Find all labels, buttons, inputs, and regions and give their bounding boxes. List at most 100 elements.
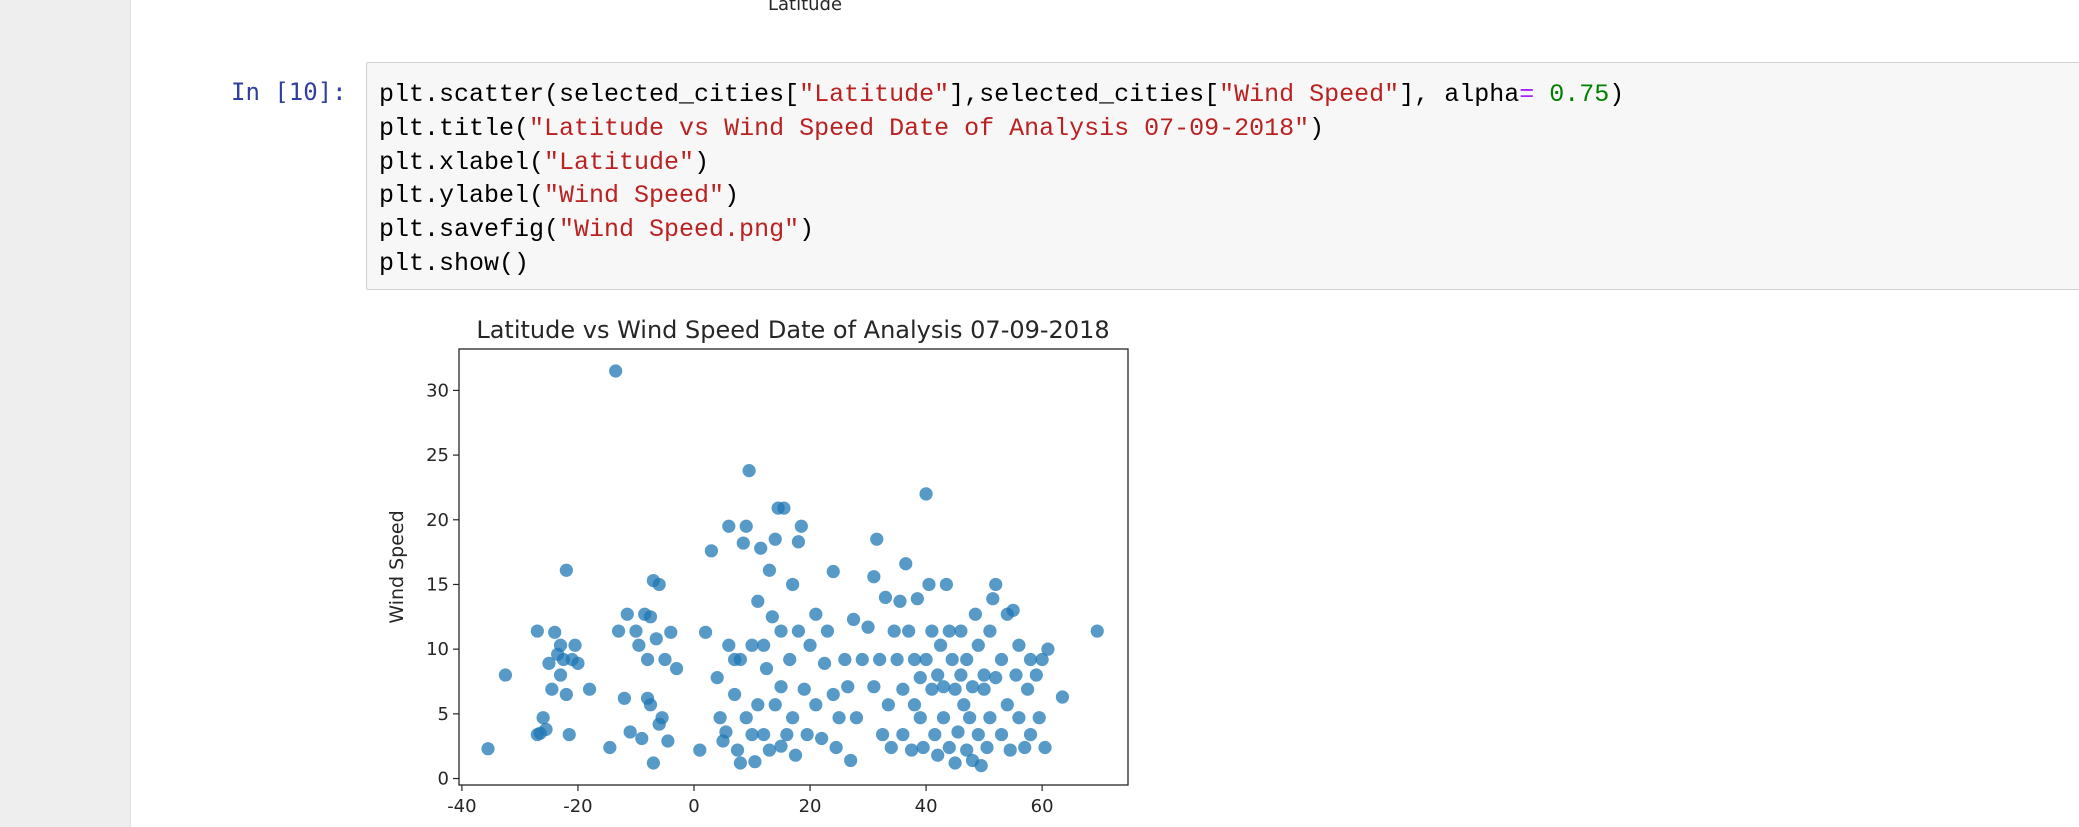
point [646,756,660,770]
point [1012,711,1026,725]
point [768,532,782,546]
point [765,610,779,624]
point [936,680,951,694]
point [873,652,887,667]
point [786,711,800,725]
point [960,743,974,757]
point [751,698,765,712]
point [884,740,898,755]
point [1055,690,1070,704]
point [994,652,1009,667]
point [791,535,806,549]
point [632,638,646,652]
code-line: plt.title("Latitude vs Wind Speed Date o… [379,112,2079,146]
point [989,671,1003,685]
point [736,536,750,550]
point [481,742,495,756]
code-token: "Wind Speed.png" [559,215,800,245]
point [913,671,927,685]
code-token: plt.xlabel( [379,147,545,177]
point [907,698,922,712]
code-token: ) [724,181,740,211]
point [783,652,797,667]
point [994,727,1009,742]
point [791,624,806,638]
y-tick-label: 15 [426,574,449,595]
point [904,743,919,757]
point [629,624,643,638]
point [635,731,649,746]
point [916,740,930,755]
point [774,680,788,694]
plot-frame [458,348,1129,786]
code-token: ) [1609,80,1625,109]
point [849,711,864,725]
point [693,743,707,757]
y-tick-label: 0 [438,769,449,790]
point [1032,711,1046,725]
x-tick-label: 0 [688,796,699,817]
point [794,519,808,533]
point [661,734,675,748]
point [643,610,658,624]
point [751,594,765,608]
code-token: plt.savefig( [379,215,560,245]
point [722,519,736,533]
point [826,687,840,702]
point [867,570,881,584]
point [669,661,684,676]
point [846,612,861,626]
point [841,680,855,694]
point [530,624,544,638]
point [933,638,948,652]
point [652,577,666,592]
side-margin [0,0,131,827]
code-token: 0.75 [1534,80,1610,109]
point [774,739,788,753]
point [797,682,811,696]
y-tick-label: 10 [426,639,449,660]
point [986,592,1000,606]
point [974,758,988,773]
point [745,638,759,652]
point [559,563,573,577]
point [1023,727,1038,742]
point [1035,652,1049,667]
point [829,740,843,755]
point [1021,682,1035,696]
point [559,687,573,702]
point [1023,652,1038,667]
point [620,607,634,621]
code-token: ) [1309,113,1325,143]
point [1090,624,1104,638]
point [925,682,939,696]
point [960,652,974,667]
point [980,740,994,755]
y-tick-label: 5 [438,704,449,725]
point [800,727,814,742]
y-axis-label: Wind Speed [386,510,408,623]
point [939,577,953,592]
point [617,691,631,705]
point [989,577,1003,592]
point [855,652,869,667]
point [571,656,585,670]
point [919,487,933,501]
code-token: plt.show() [379,248,530,278]
point [548,625,562,639]
point [838,652,852,667]
code-line: plt.scatter(selected_cities["Latitude"],… [379,78,2079,112]
code-token: "Latitude vs Wind Speed Date of Analysis… [529,113,1310,143]
point [719,725,733,739]
point [965,680,980,694]
point [754,541,768,555]
point [928,727,942,742]
code-token: "Wind Speed" [544,181,725,211]
code-cell[interactable]: plt.scatter(selected_cities["Latitude"],… [366,62,2079,290]
point [611,624,626,638]
code-token: ], alpha [1399,80,1520,109]
point [977,668,991,682]
code-token: ],selected_cities[ [949,80,1220,109]
point [925,624,939,638]
